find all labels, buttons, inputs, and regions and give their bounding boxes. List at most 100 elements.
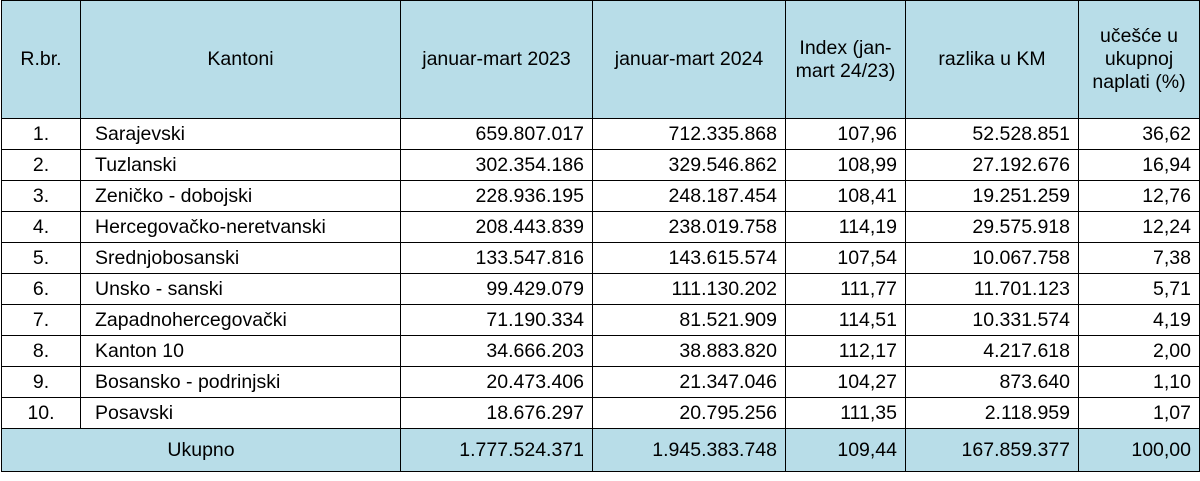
table-cell: 873.640: [905, 366, 1079, 398]
table-cell: 2.: [1, 149, 81, 181]
table-cell: 19.251.259: [905, 180, 1079, 212]
total-cell: Ukupno: [1, 428, 401, 472]
table-cell: 228.936.195: [400, 180, 593, 212]
table-row: 2. Tuzlanski 302.354.186 329.546.862 108,99 2…: [1, 149, 1200, 181]
table-cell: 10.331.574: [905, 304, 1079, 336]
table-cell: 7,38: [1078, 242, 1200, 274]
table-cell: 12,24: [1078, 211, 1200, 243]
table-cell: 1,10: [1078, 366, 1200, 398]
total-row: Ukupno 1.777.524.371 1.945.383.748 109,44 16…: [1, 428, 1200, 472]
table-cell: 4.217.618: [905, 335, 1079, 367]
header-row: R.br. Kantoni januar-mart 2023 januar-mart …: [1, 0, 1200, 119]
table-cell: 2,00: [1078, 335, 1200, 367]
table-cell: 238.019.758: [592, 211, 786, 243]
table-row: 1. Sarajevski 659.807.017 712.335.868 107,96…: [1, 118, 1200, 150]
table-cell: 5,71: [1078, 273, 1200, 305]
table-cell: 27.192.676: [905, 149, 1079, 181]
total-cell: 100,00: [1078, 428, 1200, 472]
table-cell: Srednjobosanski: [80, 242, 401, 274]
table-cell: 21.347.046: [592, 366, 786, 398]
table-cell: 7.: [1, 304, 81, 336]
table-cell: Hercegovačko-neretvanski: [80, 211, 401, 243]
table-footer: Ukupno 1.777.524.371 1.945.383.748 109,44 16…: [1, 428, 1200, 472]
table-cell: 20.795.256: [592, 397, 786, 429]
table-cell: 71.190.334: [400, 304, 593, 336]
table-cell: 4.: [1, 211, 81, 243]
header-cell: januar-mart 2023: [400, 0, 593, 119]
table-cell: 4,19: [1078, 304, 1200, 336]
table-cell: 81.521.909: [592, 304, 786, 336]
table-cell: Zeničko - dobojski: [80, 180, 401, 212]
table-cell: 302.354.186: [400, 149, 593, 181]
table-cell: Bosansko - podrinjski: [80, 366, 401, 398]
table-cell: 3.: [1, 180, 81, 212]
header-cell: januar-mart 2024: [592, 0, 786, 119]
table-cell: Kanton 10: [80, 335, 401, 367]
table-cell: 36,62: [1078, 118, 1200, 150]
table-cell: 133.547.816: [400, 242, 593, 274]
table-cell: 1,07: [1078, 397, 1200, 429]
header-cell: razlika u KM: [905, 0, 1079, 119]
table-cell: 16,94: [1078, 149, 1200, 181]
total-cell: 1.945.383.748: [592, 428, 786, 472]
table-row: 10. Posavski 18.676.297 20.795.256 111,35 2.1…: [1, 397, 1200, 429]
table-cell: 18.676.297: [400, 397, 593, 429]
table-row: 4. Hercegovačko-neretvanski 208.443.839 238…: [1, 211, 1200, 243]
table-cell: 34.666.203: [400, 335, 593, 367]
table-cell: 2.118.959: [905, 397, 1079, 429]
table-cell: 38.883.820: [592, 335, 786, 367]
header-cell: R.br.: [1, 0, 81, 119]
total-cell: 109,44: [785, 428, 906, 472]
table-row: 8. Kanton 10 34.666.203 38.883.820 112,17 4.2…: [1, 335, 1200, 367]
table-cell: 20.473.406: [400, 366, 593, 398]
table-cell: 11.701.123: [905, 273, 1079, 305]
table-header: R.br. Kantoni januar-mart 2023 januar-mart …: [1, 0, 1200, 119]
table-row: 6. Unsko - sanski 99.429.079 111.130.202 111…: [1, 273, 1200, 305]
table-cell: 248.187.454: [592, 180, 786, 212]
table-cell: 108,41: [785, 180, 906, 212]
table-cell: 143.615.574: [592, 242, 786, 274]
table-cell: 1.: [1, 118, 81, 150]
table-cell: 114,51: [785, 304, 906, 336]
table-cell: 107,96: [785, 118, 906, 150]
table-cell: 712.335.868: [592, 118, 786, 150]
table-cell: 112,17: [785, 335, 906, 367]
table-cell: 659.807.017: [400, 118, 593, 150]
table-cell: Zapadnohercegovački: [80, 304, 401, 336]
table-cell: 111,35: [785, 397, 906, 429]
table-cell: 10.067.758: [905, 242, 1079, 274]
table-cell: 9.: [1, 366, 81, 398]
table-cell: 8.: [1, 335, 81, 367]
table-cell: 108,99: [785, 149, 906, 181]
table-cell: 10.: [1, 397, 81, 429]
table-cell: 111,77: [785, 273, 906, 305]
table-cell: Posavski: [80, 397, 401, 429]
table-cell: 114,19: [785, 211, 906, 243]
header-cell: Index (jan-mart 24/23): [785, 0, 906, 119]
table-cell: 104,27: [785, 366, 906, 398]
table-cell: Sarajevski: [80, 118, 401, 150]
table-cell: 29.575.918: [905, 211, 1079, 243]
table-row: 9. Bosansko - podrinjski 20.473.406 21.347.…: [1, 366, 1200, 398]
table-cell: 5.: [1, 242, 81, 274]
total-cell: 1.777.524.371: [400, 428, 593, 472]
table-cell: 99.429.079: [400, 273, 593, 305]
table-row: 5. Srednjobosanski 133.547.816 143.615.574 1…: [1, 242, 1200, 274]
table-cell: 329.546.862: [592, 149, 786, 181]
table-cell: Unsko - sanski: [80, 273, 401, 305]
table-body: 1. Sarajevski 659.807.017 712.335.868 107,96…: [1, 118, 1200, 429]
table-cell: 52.528.851: [905, 118, 1079, 150]
table-row: 7. Zapadnohercegovački 71.190.334 81.521.90…: [1, 304, 1200, 336]
table-cell: 6.: [1, 273, 81, 305]
table-cell: Tuzlanski: [80, 149, 401, 181]
header-cell: učešće u ukupnoj naplati (%): [1078, 0, 1200, 119]
header-cell: Kantoni: [80, 0, 401, 119]
table-cell: 12,76: [1078, 180, 1200, 212]
table-row: 3. Zeničko - dobojski 228.936.195 248.187.4…: [1, 180, 1200, 212]
table-cell: 208.443.839: [400, 211, 593, 243]
table-cell: 111.130.202: [592, 273, 786, 305]
total-cell: 167.859.377: [905, 428, 1079, 472]
table-cell: 107,54: [785, 242, 906, 274]
